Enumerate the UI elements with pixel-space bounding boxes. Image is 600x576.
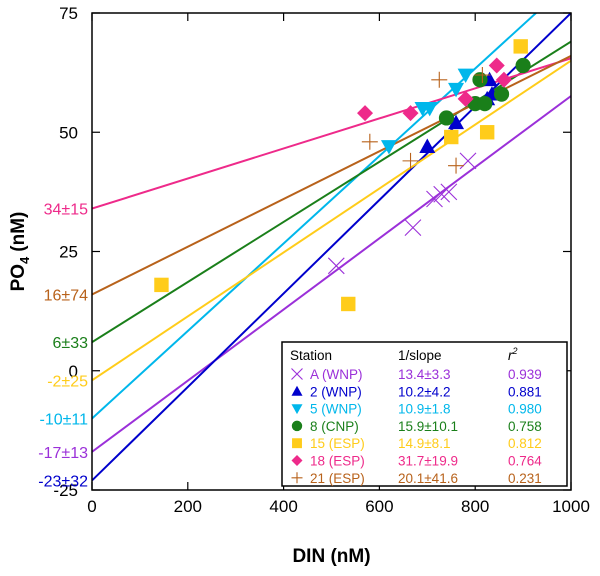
regression-line <box>92 13 538 420</box>
data-point <box>154 277 169 293</box>
legend-series-r2: 0.980 <box>508 402 542 417</box>
legend-series-r2: 0.939 <box>508 367 542 382</box>
data-point <box>459 152 477 170</box>
legend-series-name: 8 (CNP) <box>310 419 359 434</box>
data-point <box>513 39 528 54</box>
regression-line <box>92 59 571 382</box>
data-point <box>457 68 474 84</box>
data-point <box>448 82 465 98</box>
data-point <box>444 129 459 145</box>
legend-series-name: 15 (ESP) <box>310 436 365 451</box>
y-axis-label-sub: 4 <box>17 256 32 264</box>
data-point <box>291 368 303 380</box>
data-point <box>433 185 451 203</box>
legend-series-slope: 13.4±3.3 <box>398 367 450 382</box>
legend-series-slope: 10.2±4.2 <box>398 384 450 399</box>
intercept-label: -23±32 <box>38 473 88 490</box>
legend-series-r2: 0.764 <box>508 454 542 469</box>
y-tick-label: 75 <box>59 4 78 23</box>
data-point <box>495 71 512 88</box>
data-point <box>291 455 303 466</box>
intercept-label: 6±33 <box>53 335 89 352</box>
legend-series-slope: 31.7±19.9 <box>398 454 458 469</box>
legend-series-name: 2 (WNP) <box>310 384 362 399</box>
data-point <box>292 438 302 449</box>
data-points <box>154 39 531 312</box>
data-point <box>472 72 488 88</box>
legend-header-r2-sup: 2 <box>512 346 518 356</box>
y-tick-label: 50 <box>59 123 78 142</box>
data-point <box>448 157 465 174</box>
y-tick-label: -25 <box>53 481 78 500</box>
data-point <box>291 385 303 396</box>
data-point <box>515 57 531 74</box>
x-axis-label: DIN (nM) <box>292 546 370 567</box>
legend-series-name: 21 (ESP) <box>310 471 365 486</box>
y-tick-label: 0 <box>69 362 78 381</box>
x-tick-label: 1000 <box>552 497 590 516</box>
regression-line <box>92 95 571 453</box>
x-tick-label: 600 <box>365 497 393 516</box>
y-axis-label: PO4 (nM) <box>8 212 32 292</box>
data-point <box>380 140 397 155</box>
x-tick-label: 0 <box>87 497 96 516</box>
y-axis-label-main: PO <box>8 264 29 291</box>
data-point <box>402 152 419 169</box>
legend: Station 1/slope r2 A (WNP) 13.4±3.3 0.939 2 (W… <box>281 341 568 487</box>
data-point <box>440 183 458 201</box>
data-point <box>402 105 419 122</box>
data-point <box>448 114 465 130</box>
legend-series-slope: 14.9±8.1 <box>398 436 450 451</box>
legend-series-name: 18 (ESP) <box>310 454 365 469</box>
intercept-label: -10±11 <box>39 411 88 428</box>
data-point <box>474 67 491 84</box>
intercept-label: -2±25 <box>47 373 88 390</box>
legend-series-name: 5 (WNP) <box>310 402 362 417</box>
legend-series-r2: 0.231 <box>508 471 542 486</box>
data-point <box>327 257 345 275</box>
data-point <box>493 86 510 102</box>
data-point <box>291 420 303 432</box>
data-point <box>421 102 438 117</box>
data-point <box>341 296 356 312</box>
x-tick-label: 800 <box>461 497 489 516</box>
legend-series-r2: 0.881 <box>508 384 542 399</box>
data-point <box>438 110 455 126</box>
legend-header-r2: r2 <box>508 346 518 363</box>
data-point <box>404 219 422 237</box>
data-point <box>361 133 378 150</box>
data-point <box>477 96 493 112</box>
y-axis-label-unit: (nM) <box>8 212 29 252</box>
data-point <box>291 472 303 484</box>
data-point <box>488 57 505 74</box>
legend-series-slope: 10.9±1.8 <box>398 402 450 417</box>
x-tick-label: 400 <box>269 497 297 516</box>
intercept-labels: -17±13 -23±32 -10±11 6±33 -2±25 34±15 16±74 <box>38 202 88 491</box>
legend-header-r2-main: r <box>508 348 513 363</box>
axis-ticks: 0 200 400 600 800 1000 -25 0 25 50 75 <box>53 4 589 516</box>
data-point <box>357 105 374 122</box>
regression-lines <box>92 13 571 482</box>
legend-box <box>281 341 568 487</box>
legend-series-r2: 0.758 <box>508 419 542 434</box>
y-tick-label: 25 <box>59 243 78 262</box>
legend-series-slope: 20.1±41.6 <box>398 471 458 486</box>
data-point <box>426 190 443 208</box>
regression-line <box>92 40 571 343</box>
x-tick-label: 200 <box>174 497 202 516</box>
intercept-label: 16±74 <box>44 287 88 304</box>
intercept-label: 34±15 <box>44 202 88 219</box>
legend-series-r2: 0.812 <box>508 436 542 451</box>
data-point <box>479 125 495 140</box>
legend-series-name: A (WNP) <box>310 367 363 382</box>
data-point <box>457 90 474 107</box>
legend-header-station: Station <box>290 348 332 363</box>
legend-header-slope: 1/slope <box>398 348 442 363</box>
data-point <box>419 138 436 153</box>
data-point <box>431 71 448 88</box>
legend-series-slope: 15.9±10.1 <box>398 419 458 434</box>
intercept-label: -17±13 <box>38 445 88 462</box>
data-point <box>291 404 303 415</box>
